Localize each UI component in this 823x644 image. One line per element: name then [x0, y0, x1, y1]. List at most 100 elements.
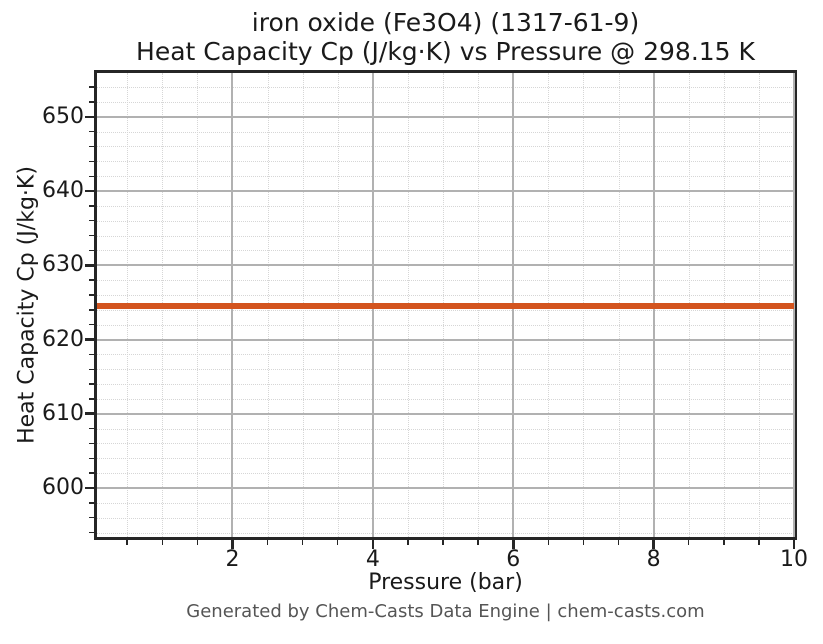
y-minor-tick: [89, 383, 94, 385]
x-minor-tick: [196, 540, 199, 545]
y-minor-tick: [89, 86, 94, 88]
y-minor-tick: [89, 101, 94, 103]
x-minor-tick: [337, 540, 339, 545]
plot-area: 2 4 6 8 10 600 610 620 630 640 650: [42, 70, 808, 571]
y-tick: [85, 189, 94, 193]
y-tick-label: 630: [42, 252, 84, 278]
x-tick: [371, 540, 375, 549]
y-minor-gridline: [97, 280, 794, 282]
y-minor-gridline: [97, 473, 794, 475]
y-tick: [85, 486, 94, 490]
y-minor-tick: [89, 368, 94, 370]
x-axis-label: Pressure (bar): [368, 570, 523, 595]
y-minor-gridline: [97, 532, 794, 534]
y-minor-tick: [89, 442, 94, 445]
y-major-gridline: [97, 264, 794, 267]
y-major-gridline: [97, 338, 794, 341]
y-minor-gridline: [97, 458, 794, 460]
x-minor-tick: [442, 540, 444, 545]
y-minor-tick: [89, 427, 94, 430]
x-tick-label: 2: [225, 547, 240, 572]
y-minor-tick: [89, 531, 94, 534]
y-minor-tick: [89, 309, 94, 311]
x-minor-tick: [582, 540, 585, 545]
chart-title-line-1: iron oxide (Fe3O4) (1317-61-9): [251, 8, 640, 37]
y-tick-label: 640: [42, 178, 84, 204]
y-minor-tick: [89, 279, 94, 281]
y-minor-gridline: [97, 369, 794, 371]
y-minor-gridline: [97, 235, 794, 237]
y-axis-label: Heat Capacity Cp (J/kg·K): [14, 166, 40, 444]
y-minor-tick: [89, 175, 94, 177]
y-major-gridline: [97, 487, 794, 489]
x-minor-tick: [723, 540, 725, 545]
y-minor-gridline: [97, 294, 794, 296]
y-minor-gridline: [97, 443, 794, 445]
y-minor-gridline: [97, 428, 794, 430]
y-minor-tick: [89, 398, 94, 400]
y-minor-gridline: [97, 205, 794, 207]
x-major-gridline: [793, 73, 795, 537]
y-minor-gridline: [97, 220, 794, 222]
x-tick: [652, 540, 655, 549]
y-minor-gridline: [97, 502, 794, 504]
y-minor-tick: [89, 502, 94, 504]
chart-title: iron oxide (Fe3O4) (1317-61-9) Heat Capa…: [97, 8, 794, 66]
y-minor-gridline: [97, 398, 794, 400]
y-minor-tick: [89, 353, 94, 356]
y-tick: [85, 412, 94, 416]
y-tick-label: 600: [42, 475, 84, 500]
x-tick: [792, 540, 796, 549]
chart-title-line-2: Heat Capacity Cp (J/kg·K) vs Pressure @ …: [136, 37, 755, 66]
x-minor-tick: [758, 540, 760, 545]
x-tick-label: 8: [646, 547, 661, 572]
y-minor-tick: [89, 249, 94, 252]
y-tick: [85, 115, 94, 119]
x-minor-tick: [301, 540, 304, 545]
y-minor-gridline: [97, 87, 794, 89]
x-tick: [231, 540, 234, 549]
x-minor-tick: [477, 540, 479, 545]
x-minor-tick: [688, 540, 690, 545]
y-tick-label: 650: [42, 103, 84, 129]
y-minor-gridline: [97, 101, 794, 103]
series-line: [97, 303, 794, 310]
y-minor-tick: [89, 472, 94, 474]
y-minor-tick: [89, 457, 94, 459]
y-tick: [85, 338, 94, 341]
x-tick-label: 10: [780, 547, 808, 572]
footer-credit: Generated by Chem-Casts Data Engine | ch…: [186, 601, 705, 622]
y-tick-label: 620: [42, 326, 84, 352]
y-minor-gridline: [97, 161, 794, 163]
y-minor-tick: [89, 205, 94, 207]
y-minor-tick: [89, 323, 94, 326]
x-minor-tick: [617, 540, 620, 545]
y-major-gridline: [97, 412, 794, 415]
y-minor-tick: [89, 294, 94, 296]
y-minor-gridline: [97, 324, 794, 326]
y-minor-gridline: [97, 250, 794, 252]
y-minor-gridline: [97, 309, 794, 311]
y-minor-tick: [89, 160, 94, 163]
y-minor-gridline: [97, 384, 794, 386]
y-minor-gridline: [97, 131, 794, 133]
y-minor-tick: [89, 220, 94, 222]
y-major-gridline: [97, 190, 794, 193]
y-tick-label: 610: [42, 400, 84, 426]
y-minor-tick: [89, 234, 94, 237]
y-minor-gridline: [97, 146, 794, 148]
x-minor-tick: [161, 540, 163, 545]
x-tick-label: 4: [365, 547, 380, 572]
y-minor-tick: [89, 517, 94, 519]
y-minor-gridline: [97, 354, 794, 356]
y-minor-gridline: [97, 517, 794, 519]
x-tick-label: 6: [506, 547, 521, 572]
y-minor-tick: [89, 130, 94, 133]
y-minor-tick: [89, 145, 94, 148]
y-tick: [85, 263, 94, 267]
x-minor-tick: [266, 540, 269, 545]
y-major-gridline: [97, 115, 794, 118]
x-minor-tick: [126, 540, 128, 545]
x-minor-tick: [547, 540, 550, 545]
